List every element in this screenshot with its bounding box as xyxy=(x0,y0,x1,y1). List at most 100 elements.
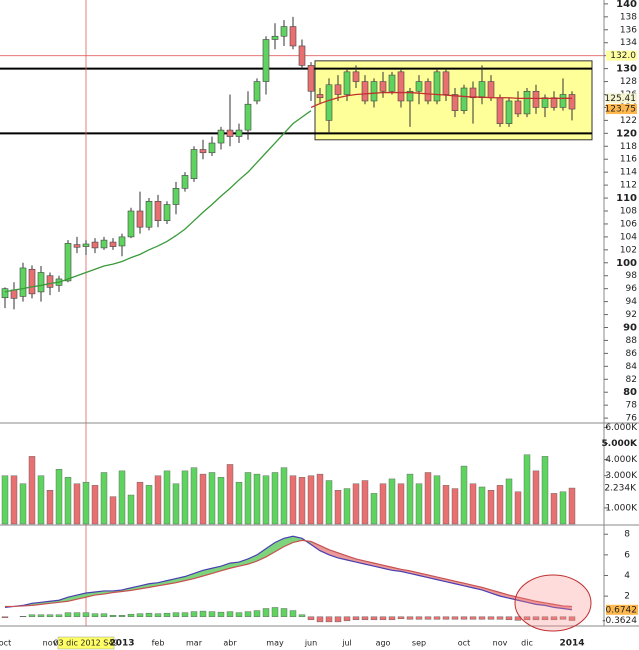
y-tick-label: 6.000K xyxy=(605,423,638,433)
x-tick-label: sep xyxy=(412,639,426,648)
candle-body xyxy=(154,200,162,222)
y-tick-label: 106 xyxy=(620,219,637,229)
volume-bar xyxy=(10,475,18,525)
histogram-bar xyxy=(325,616,333,623)
histogram-bar xyxy=(370,616,378,621)
candle-body xyxy=(568,94,576,110)
macd-fill xyxy=(383,565,392,571)
y-tick-label: 96 xyxy=(626,284,638,294)
macd-marker-bg xyxy=(606,615,638,626)
histogram-bar xyxy=(109,615,117,617)
histogram-bar xyxy=(505,616,513,621)
histogram-bar xyxy=(127,613,135,617)
y-tick-label: 114 xyxy=(620,168,637,178)
y-tick-label: 82 xyxy=(626,375,637,385)
y-tick-label: 78 xyxy=(626,401,638,411)
candle-body xyxy=(397,71,405,102)
volume-marker: 2.234K xyxy=(604,484,637,494)
macd-fill xyxy=(230,562,239,569)
price-marker: 132.0 xyxy=(610,51,636,61)
macd-fill xyxy=(410,570,419,576)
histogram-bar xyxy=(181,612,189,617)
histogram-bar xyxy=(397,616,405,620)
volume-bar xyxy=(109,496,117,525)
x-tick-label: mar xyxy=(186,639,203,648)
macd-fill xyxy=(257,548,266,562)
candle-body xyxy=(316,94,324,99)
candle-body xyxy=(280,26,288,37)
y-tick-label: 134 xyxy=(620,38,637,48)
price-marker: 123.75 xyxy=(605,105,637,115)
histogram-bar xyxy=(442,616,450,620)
histogram-bar xyxy=(199,610,207,617)
histogram-bar xyxy=(253,610,261,617)
histogram-bar xyxy=(406,616,414,620)
histogram-bar xyxy=(262,608,270,617)
macd-fill xyxy=(527,599,536,605)
volume-bar xyxy=(19,483,27,525)
macd-marker: -0.3624 xyxy=(602,616,637,626)
volume-bar xyxy=(280,467,288,525)
x-tick-label: jul xyxy=(341,639,352,648)
histogram-bar xyxy=(559,616,567,620)
y-tick-label: 94 xyxy=(626,297,638,307)
candle-body xyxy=(415,81,423,92)
candle-body xyxy=(379,81,387,92)
volume-bar xyxy=(28,456,36,525)
y-tick-label: 90 xyxy=(623,323,637,334)
volume-bar xyxy=(271,472,279,525)
candle-body xyxy=(388,74,396,92)
y-tick-label: 8 xyxy=(624,530,630,540)
histogram-bar xyxy=(433,616,441,620)
volume-bar xyxy=(397,483,405,525)
price-marker-bg xyxy=(606,50,637,61)
candle-body xyxy=(145,200,153,228)
volume-bar xyxy=(262,475,270,525)
volume-bar xyxy=(532,470,540,525)
y-tick-label: 98 xyxy=(626,271,638,281)
moving-average xyxy=(4,110,312,293)
x-tick-label: nov xyxy=(493,639,508,648)
candle-body xyxy=(271,35,279,40)
candle-body xyxy=(559,94,567,108)
histogram-bar xyxy=(523,616,531,621)
histogram-bar xyxy=(307,616,315,621)
histogram-bar xyxy=(235,612,243,617)
candle-body xyxy=(136,210,144,228)
y-tick-label: 116 xyxy=(620,155,637,165)
candle-body xyxy=(217,129,225,144)
macd-fill xyxy=(455,581,464,586)
macd-fill xyxy=(266,542,275,557)
candle-body xyxy=(37,272,45,293)
volume-bar xyxy=(316,473,324,525)
y-tick-label: 2 xyxy=(624,592,630,602)
y-tick-label: 104 xyxy=(620,232,637,242)
macd-fill xyxy=(473,585,482,590)
candle-body xyxy=(262,39,270,82)
crosshair-label: 03 dic 2012 S49 xyxy=(53,639,118,648)
x-tick-label: nov xyxy=(43,639,58,648)
volume-bar xyxy=(190,467,198,525)
histogram-bar xyxy=(208,611,216,617)
y-tick-label: 3.000K xyxy=(605,471,638,481)
volume-bar xyxy=(361,480,369,525)
histogram-bar xyxy=(37,614,45,617)
volume-bar xyxy=(469,483,477,525)
histogram-bar xyxy=(352,616,360,621)
candle-body xyxy=(532,90,540,108)
y-tick-label: 100 xyxy=(616,258,637,269)
volume-bar xyxy=(433,475,441,525)
macd-fill xyxy=(482,587,491,594)
candle-body xyxy=(46,275,54,288)
volume-bar xyxy=(550,493,558,525)
histogram-bar xyxy=(64,612,72,617)
macd-fill xyxy=(419,572,428,578)
crosshair-label-bg xyxy=(57,636,115,650)
volume-bar xyxy=(37,475,45,525)
candle-body xyxy=(370,81,378,102)
histogram-bar xyxy=(532,616,540,621)
volume-bar xyxy=(352,483,360,525)
candle-body xyxy=(100,239,108,249)
candle-body xyxy=(325,84,333,121)
histogram-bar xyxy=(496,616,504,620)
